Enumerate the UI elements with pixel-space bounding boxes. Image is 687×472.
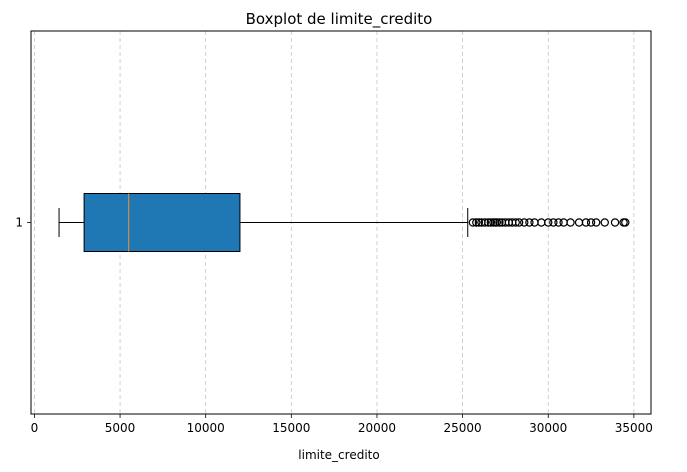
outlier-point [610, 218, 620, 227]
outlier-point [525, 218, 534, 227]
outlier-point [549, 218, 558, 227]
outlier-point [537, 218, 546, 227]
outlier-point [600, 218, 609, 227]
outlier-point [554, 218, 563, 227]
outlier-point [472, 218, 481, 227]
outlier-point [559, 218, 568, 227]
outlier-point [621, 218, 630, 227]
outlier-point [586, 218, 596, 227]
outlier-point [566, 218, 575, 227]
outlier-point [486, 218, 496, 227]
x-tick-label: 5000 [105, 421, 136, 435]
x-axis-label: limite_credito [298, 448, 379, 462]
x-tick-label: 10000 [187, 421, 225, 435]
outlier-point [591, 218, 601, 227]
outlier-point [492, 218, 502, 227]
outlier-point [520, 218, 529, 227]
outlier-point [480, 218, 490, 227]
y-axis-ticks: 1 [15, 216, 31, 230]
outlier-point [581, 218, 591, 227]
x-tick-label: 0 [31, 421, 39, 435]
x-tick-label: 35000 [615, 421, 653, 435]
outlier-point [514, 218, 524, 227]
x-axis-ticks: 0 5000 10000 15000 20000 25000 30000 35000 [31, 414, 653, 435]
x-tick-label: 25000 [444, 421, 482, 435]
outlier-point [511, 218, 520, 227]
outlier-points [468, 218, 630, 227]
outlier-point [574, 218, 584, 227]
y-tick-label: 1 [15, 216, 23, 230]
box-elements [58, 193, 469, 252]
outlier-point [495, 218, 504, 227]
outlier-point [544, 218, 553, 227]
chart-title: Boxplot de limite_credito [246, 10, 433, 29]
x-tick-label: 15000 [272, 421, 310, 435]
outlier-point [474, 218, 484, 227]
outlier-point [468, 218, 478, 227]
x-tick-label: 30000 [529, 421, 567, 435]
box-iqr [83, 193, 241, 252]
outlier-point [530, 218, 539, 227]
x-tick-label: 20000 [358, 421, 396, 435]
